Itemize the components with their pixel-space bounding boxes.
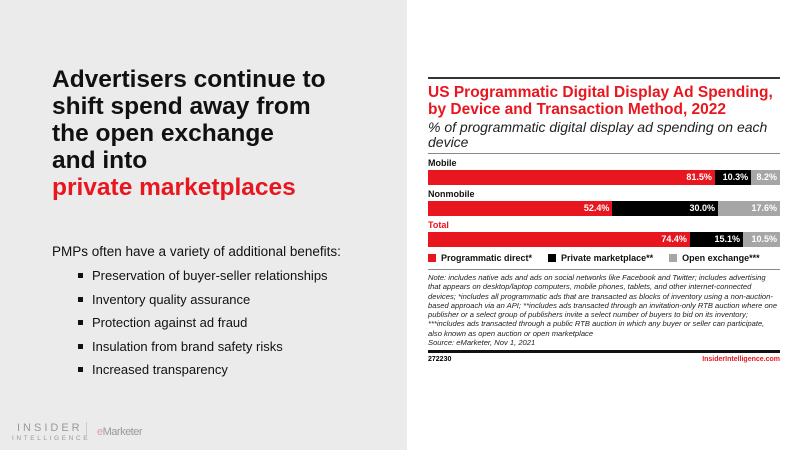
legend-swatch [669, 254, 678, 262]
note-text: Note: includes native ads and ads on soc… [428, 273, 778, 338]
list-item: Increased transparency [78, 362, 328, 386]
legend-swatch [428, 254, 436, 262]
logo-line1: INSIDER [17, 422, 83, 434]
headline-line: and into [52, 147, 148, 174]
list-item: Protection against ad fraud [78, 315, 328, 339]
list-item: Preservation of buyer-seller relationshi… [78, 268, 328, 292]
bar-segment: 8.2% [751, 170, 780, 185]
bar-mobile: 81.5% 10.3% 8.2% [428, 170, 780, 185]
legend-label: Programmatic direct* [441, 253, 533, 263]
chart-title: US Programmatic Digital Display Ad Spend… [428, 84, 773, 118]
bar-segment: 17.6% [718, 201, 780, 216]
chart-id: 272230 [428, 356, 452, 364]
left-panel [0, 0, 407, 450]
list-item: Inventory quality assurance [78, 292, 328, 316]
category-label: Total [428, 220, 449, 230]
benefits-list: Preservation of buyer-seller relationshi… [78, 268, 328, 386]
top-rule [428, 77, 780, 79]
bottom-rule [428, 350, 780, 354]
logo-divider [86, 422, 87, 439]
legend-item: Open exchange*** [669, 253, 760, 263]
bar-segment: 30.0% [612, 201, 719, 216]
bars: Mobile 81.5% 10.3% 8.2% Nonmobile 52.4% 30.0% 1… [428, 158, 780, 247]
bar-segment: 74.4% [428, 232, 690, 247]
list-item: Insulation from brand safety risks [78, 339, 328, 363]
chart-footer: 272230 InsiderIntelligence.com [428, 356, 780, 363]
headline: Advertisers continue to shift spend away… [52, 66, 326, 201]
headline-line: the open exchange [52, 120, 274, 147]
chart-note: Note: includes native ads and ads on soc… [428, 273, 780, 347]
headline-line: Advertisers continue to [52, 66, 326, 93]
legend-item: Programmatic direct* [428, 253, 532, 263]
bar-segment: 10.3% [714, 170, 752, 185]
chart: US Programmatic Digital Display Ad Spend… [428, 77, 780, 363]
emarketer-logo: eMarketer [97, 426, 143, 438]
category-label: Nonmobile [428, 189, 475, 199]
bar-segment: 15.1% [689, 232, 744, 247]
intro-text: PMPs often have a variety of additional … [52, 244, 341, 259]
bar-total: 74.4% 15.1% 10.5% [428, 232, 780, 247]
legend-label: Open exchange*** [682, 253, 760, 263]
legend: Programmatic direct* Private marketplace*… [428, 253, 780, 263]
bar-nonmobile: 52.4% 30.0% 17.6% [428, 201, 780, 216]
legend-item: Private marketplace** [548, 253, 653, 263]
legend-label: Private marketplace** [561, 253, 654, 263]
bar-segment: 81.5% [428, 170, 715, 185]
bar-segment: 10.5% [743, 232, 780, 247]
chart-subtitle: % of programmatic digital display ad spe… [428, 119, 768, 150]
divider [428, 153, 780, 154]
category-label: Mobile [428, 158, 457, 168]
headline-line: shift spend away from [52, 93, 311, 120]
source-text: Source: eMarketer, Nov 1, 2021 [428, 338, 536, 348]
logo-line2: INTELLIGENCE [12, 435, 91, 442]
bar-segment: 52.4% [428, 201, 613, 216]
headline-highlight: private marketplaces [52, 174, 296, 201]
divider [428, 269, 780, 270]
legend-swatch [548, 254, 557, 262]
site-link[interactable]: InsiderIntelligence.com [702, 356, 780, 364]
